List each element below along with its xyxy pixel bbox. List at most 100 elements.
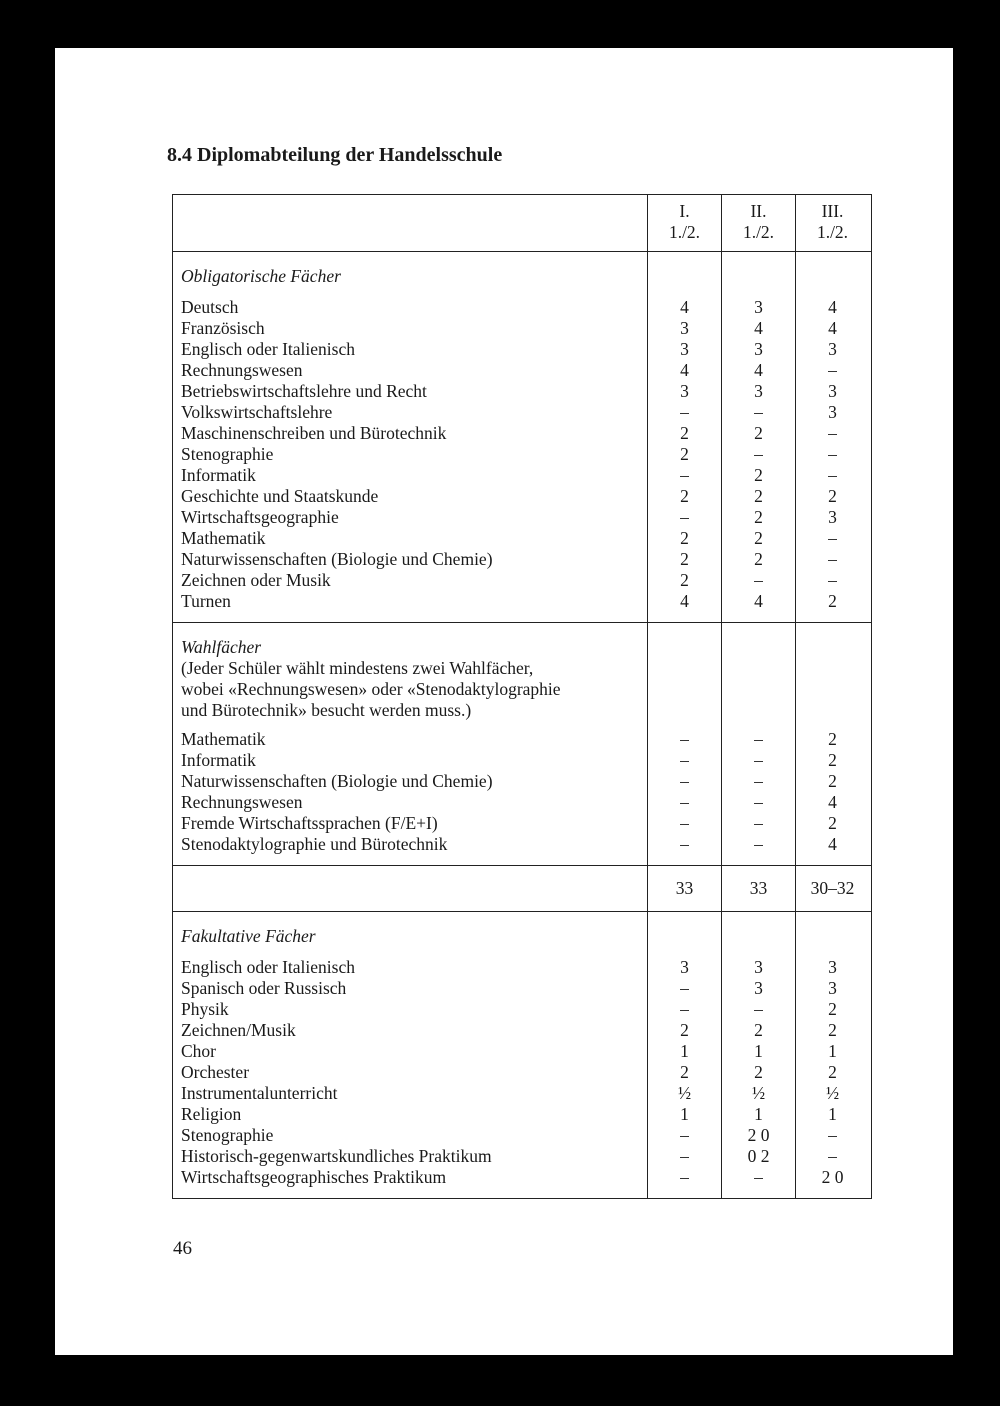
hours-value: –	[828, 1125, 837, 1145]
subject-name: Wirtschaftsgeographisches Praktikum	[181, 1167, 447, 1187]
hours-value: 2	[828, 813, 837, 833]
spacer	[796, 637, 869, 658]
hours-value: 2	[828, 591, 837, 611]
hours-value: 2	[828, 486, 837, 506]
hours-value: –	[754, 444, 763, 464]
hours-value: –	[754, 570, 763, 590]
hours-value: 2	[828, 750, 837, 770]
spacer	[648, 266, 721, 287]
hours-value: 4	[754, 318, 763, 338]
hours-column: 4 4 3–3 3– – –2 3– – –2	[795, 252, 869, 622]
spacer	[648, 658, 721, 679]
subject-name: Mathematik	[181, 729, 266, 749]
hours-value: 3	[680, 957, 689, 977]
hours-value: –	[754, 813, 763, 833]
table-section: Fakultative Fächer Englisch oder Italieni…	[173, 911, 871, 1198]
spacer	[722, 637, 795, 658]
gap	[181, 947, 639, 957]
total-hours: 30–32	[810, 878, 855, 898]
section-title: 8.4 Diplomabteilung der Handelsschule	[167, 144, 503, 166]
subject-column: Fakultative Fächer Englisch oder Italieni…	[173, 912, 647, 1198]
hours-value: 4	[680, 591, 689, 611]
spacer	[796, 658, 869, 679]
hours-value: –	[754, 792, 763, 812]
hours-value: 2	[680, 528, 689, 548]
gap	[796, 947, 869, 957]
hours-value: 2	[828, 771, 837, 791]
subject-name: Turnen	[181, 591, 231, 611]
table-header: I. 1./2. II. 1./2. III. 1./2.	[173, 195, 871, 251]
total-hours: 33	[749, 878, 768, 898]
hours-value: 2	[754, 549, 763, 569]
page-number: 46	[173, 1238, 192, 1259]
hours-value: 1	[828, 1041, 837, 1061]
hours-value: –	[680, 729, 689, 749]
hours-value: 2	[680, 486, 689, 506]
hours-column: – – – – – –	[647, 623, 721, 865]
hours-column: 3– –2 1 2 ½ 1– – –	[647, 912, 721, 1198]
subject-column	[173, 866, 647, 911]
spacer	[722, 700, 795, 721]
hours-value: –	[680, 1125, 689, 1145]
hours-value: 2	[754, 507, 763, 527]
hours-value: 3	[680, 339, 689, 359]
table-section: Wahlfächer (Jeder Schüler wählt mindesten…	[173, 622, 871, 865]
header-col-3: III. 1./2.	[795, 195, 869, 251]
section-heading: Wahlfächer	[181, 637, 262, 657]
hours-value: 1	[828, 1104, 837, 1124]
subject-name: Englisch oder Italienisch	[181, 957, 355, 977]
hours-value: 2	[828, 1020, 837, 1040]
subject-name: Instrumentalunterricht	[181, 1083, 338, 1103]
hours-value: –	[828, 444, 837, 464]
subject-name: Betriebswirtschaftslehre und Recht	[181, 381, 427, 401]
hours-value: –	[680, 402, 689, 422]
hours-value: –	[680, 792, 689, 812]
gap	[722, 287, 795, 297]
section-heading: Obligatorische Fächer	[181, 266, 341, 286]
hours-value: –	[680, 465, 689, 485]
subject-name: Stenographie	[181, 1125, 274, 1145]
spacer	[648, 637, 721, 658]
subject-name: Naturwissenschaften (Biologie und Chemie…	[181, 771, 493, 791]
subject-name: Stenographie	[181, 444, 274, 464]
hours-value: 2	[754, 465, 763, 485]
hours-value: 2 0	[747, 1125, 770, 1145]
hours-value: 2	[680, 570, 689, 590]
hours-value: –	[828, 360, 837, 380]
hours-value: 4	[828, 792, 837, 812]
subject-name: Rechnungswesen	[181, 360, 303, 380]
subject-name: Zeichnen oder Musik	[181, 570, 331, 590]
hours-value: 4	[828, 318, 837, 338]
hours-value: 4	[680, 360, 689, 380]
hours-value: –	[754, 402, 763, 422]
hours-value: 2	[680, 549, 689, 569]
subject-name: Spanisch oder Russisch	[181, 978, 347, 998]
hours-value: 3	[754, 297, 763, 317]
hours-value: –	[828, 570, 837, 590]
spacer	[648, 926, 721, 947]
subject-name: Physik	[181, 999, 229, 1019]
hours-value: –	[828, 549, 837, 569]
hours-value: 3	[680, 318, 689, 338]
header-col-2: II. 1./2.	[721, 195, 795, 251]
hours-value: –	[680, 507, 689, 527]
spacer	[648, 700, 721, 721]
hours-value: 3	[828, 978, 837, 998]
subject-name: Naturwissenschaften (Biologie und Chemie…	[181, 549, 493, 569]
hours-value: 2	[754, 1062, 763, 1082]
hours-value: 4	[828, 297, 837, 317]
hours-value: 4	[754, 591, 763, 611]
hours-value: 2 0	[821, 1167, 844, 1187]
subject-name: Religion	[181, 1104, 242, 1124]
gap	[722, 721, 795, 729]
section-note: (Jeder Schüler wählt mindestens zwei Wah…	[181, 658, 534, 678]
spacer	[796, 679, 869, 700]
hours-value: 3	[828, 402, 837, 422]
subject-name: Deutsch	[181, 297, 239, 317]
subject-name: Französisch	[181, 318, 265, 338]
hours-value: 2	[828, 999, 837, 1019]
subject-name: Chor	[181, 1041, 216, 1061]
subject-name: Englisch oder Italienisch	[181, 339, 355, 359]
